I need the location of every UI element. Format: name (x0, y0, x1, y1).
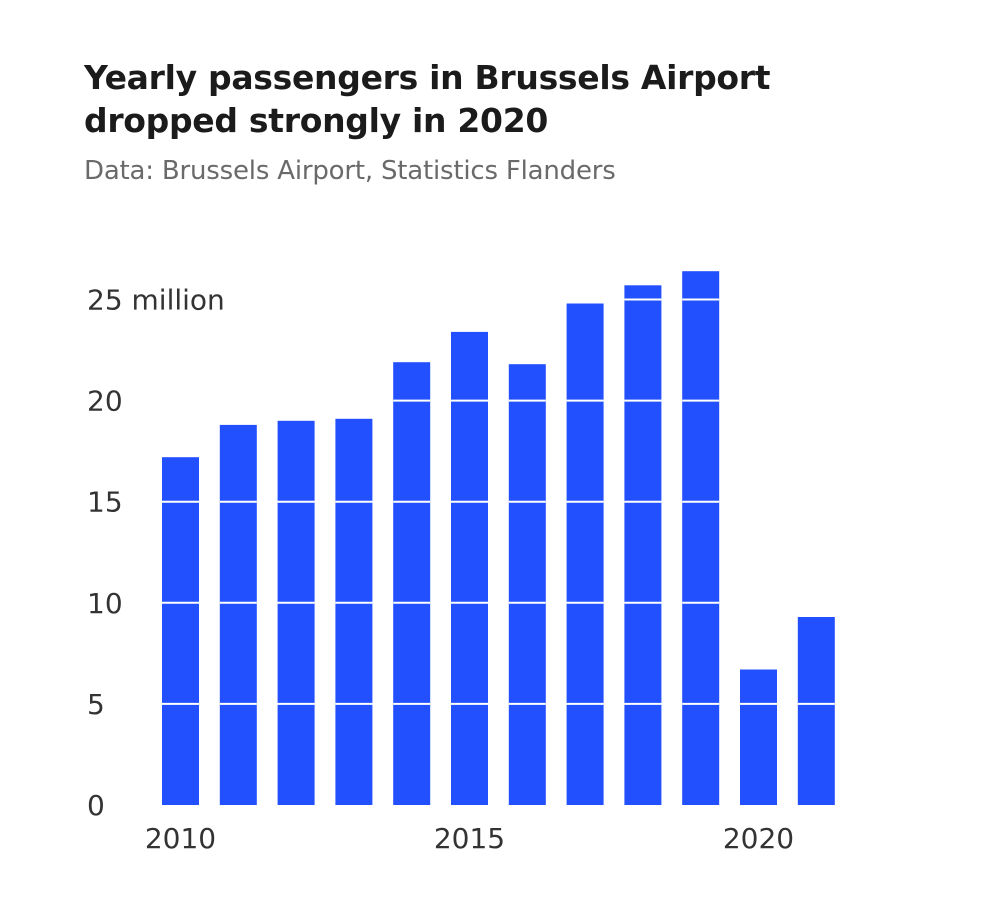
y-tick-label: 0 (87, 789, 105, 822)
gridlines (162, 298, 835, 705)
bar-2010 (162, 457, 199, 805)
x-tick-label: 2010 (145, 822, 216, 855)
bars (162, 271, 835, 805)
bar-2015 (451, 331, 488, 805)
bar-2018 (624, 285, 662, 805)
y-tick-label: 15 (87, 486, 123, 519)
y-tick-label: 5 (87, 688, 105, 721)
bar-2011 (219, 424, 257, 805)
x-tick-label: 2015 (434, 822, 505, 855)
bar-2020 (740, 669, 777, 805)
y-tick-label: 10 (87, 587, 123, 620)
x-axis: 2010 2015 2020 (145, 822, 794, 855)
bar-2014 (393, 362, 431, 805)
chart-subtitle: Data: Brussels Airport, Statistics Fland… (84, 156, 616, 186)
bar-2021 (797, 617, 835, 805)
bar-2012 (277, 420, 315, 805)
bar-2017 (566, 303, 604, 805)
bar-2019 (682, 271, 720, 805)
y-axis: 0 5 10 15 20 25 million (87, 284, 225, 823)
y-tick-label: 25 million (87, 284, 225, 317)
bar-2013 (335, 418, 373, 805)
y-tick-label: 20 (87, 385, 123, 418)
x-tick-label: 2020 (723, 822, 794, 855)
chart-title: Yearly passengers in Brussels Airport dr… (84, 58, 771, 140)
bar-2016 (508, 364, 546, 805)
